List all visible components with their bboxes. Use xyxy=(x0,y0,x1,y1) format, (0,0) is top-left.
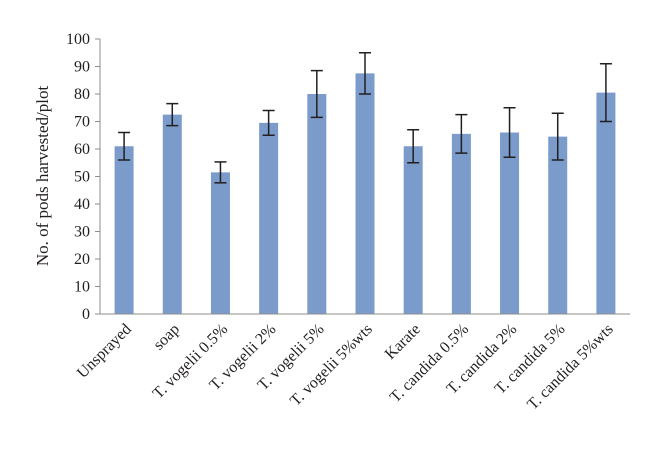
error-bar xyxy=(166,102,179,127)
error-bar xyxy=(551,112,564,161)
error-bars-group xyxy=(118,52,612,184)
bar xyxy=(548,136,568,314)
y-tick-label: 90 xyxy=(74,59,90,76)
y-tick-label: 60 xyxy=(74,141,90,158)
bar xyxy=(403,146,423,314)
y-ticks-group xyxy=(95,38,100,315)
bar xyxy=(162,114,182,314)
bar xyxy=(355,73,375,314)
y-tick-label: 0 xyxy=(82,306,90,323)
bar xyxy=(114,146,134,314)
bar xyxy=(307,94,327,314)
x-category-label: soap xyxy=(150,321,183,354)
error-bar xyxy=(262,109,275,136)
x-category-label: T. candida 5%wts xyxy=(524,321,617,414)
y-tick-label: 80 xyxy=(74,86,90,103)
bars-group xyxy=(114,73,616,314)
y-axis-title: No. of pods harvested/plot xyxy=(33,86,52,267)
error-bar xyxy=(599,63,612,123)
error-bar xyxy=(118,131,131,161)
bar xyxy=(259,122,279,314)
y-tick-label: 40 xyxy=(74,196,90,213)
y-tick-label: 30 xyxy=(74,224,90,241)
y-tick-label: 70 xyxy=(74,114,90,131)
y-tick-label: 10 xyxy=(74,279,90,296)
bar xyxy=(500,132,520,314)
error-bar xyxy=(310,69,323,119)
bar xyxy=(596,92,616,314)
bar xyxy=(451,133,471,314)
error-bar xyxy=(455,113,468,154)
error-bar xyxy=(214,161,227,184)
y-tick-label: 100 xyxy=(66,31,90,48)
error-bar xyxy=(503,107,516,158)
bar xyxy=(210,172,230,314)
y-tick-labels-group: 0 10 20 30 40 50 60 70 80 90 100 xyxy=(66,31,90,323)
error-bar xyxy=(359,52,371,95)
x-category-label: Unsprayed xyxy=(74,321,135,382)
y-tick-label: 20 xyxy=(74,251,90,268)
error-bar xyxy=(407,129,420,164)
x-category-label: T. vogelii 5%wts xyxy=(287,321,376,410)
y-tick-label: 50 xyxy=(74,169,90,186)
x-category-label: Karate xyxy=(382,321,424,363)
